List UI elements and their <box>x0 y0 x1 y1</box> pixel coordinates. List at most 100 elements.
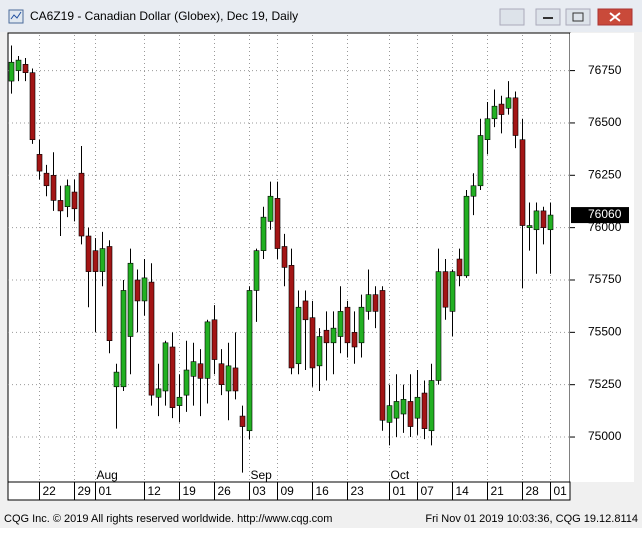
y-tick-label: 75250 <box>588 377 622 391</box>
candle-body <box>57 200 64 212</box>
x-tick-label: 03 <box>253 484 267 498</box>
x-tick-label: 07 <box>421 484 435 498</box>
maximize-glyph <box>572 12 584 22</box>
candle-body <box>428 380 435 432</box>
candle-body <box>421 392 428 429</box>
candle-body <box>323 329 330 344</box>
pin-button[interactable] <box>499 8 525 26</box>
candle-body <box>477 135 484 187</box>
candle-body <box>15 59 22 71</box>
candle-body <box>414 396 421 419</box>
candle-body <box>127 262 134 337</box>
candle-body <box>358 306 365 344</box>
candle-body <box>29 72 36 140</box>
candle-body <box>218 363 225 385</box>
candle-body <box>288 265 295 369</box>
candle-body <box>344 306 351 344</box>
x-tick-label: 16 <box>316 484 330 498</box>
candle-body <box>22 64 29 73</box>
candle-body <box>71 191 78 210</box>
candle-body <box>8 61 15 82</box>
candle-body <box>393 401 400 419</box>
candle-body <box>232 367 239 392</box>
candle-body <box>498 103 505 115</box>
timestamp: Fri Nov 01 2019 10:03:36, CQG 19.12.8114 <box>425 513 638 525</box>
x-tick-label: 22 <box>43 484 57 498</box>
candle-body <box>211 319 218 360</box>
candle-body <box>183 369 190 396</box>
candle-body <box>148 281 155 396</box>
x-tick-label: 01 <box>554 484 568 498</box>
month-label: Aug <box>97 468 118 482</box>
x-tick-label: 19 <box>183 484 197 498</box>
candle-body <box>407 401 414 427</box>
y-tick-label: 75750 <box>588 272 622 286</box>
candle-body <box>435 271 442 381</box>
x-tick-label: 09 <box>281 484 295 498</box>
candle-body <box>463 195 470 277</box>
candle-body <box>449 271 456 312</box>
app-icon-glyph <box>10 11 22 20</box>
plot-area <box>7 32 571 483</box>
candle-body <box>372 294 379 312</box>
x-tick-label: 29 <box>78 484 92 498</box>
chart-title: CA6Z19 - Canadian Dollar (Globex), Dec 1… <box>30 9 298 23</box>
y-tick-label: 76000 <box>588 220 622 234</box>
candle-body <box>78 172 85 237</box>
candle-body <box>540 210 547 228</box>
candle-body <box>519 139 526 226</box>
candle-body <box>274 198 281 249</box>
candle-body <box>120 290 127 388</box>
candle-body <box>92 250 99 272</box>
candle-body <box>456 258 463 277</box>
candle-body <box>309 317 316 369</box>
last-price-label: 76060 <box>588 207 622 221</box>
x-tick-label: 01 <box>393 484 407 498</box>
candle-body <box>85 235 92 272</box>
candle-body <box>43 172 50 187</box>
candle-body <box>400 399 407 415</box>
candle-body <box>547 214 554 231</box>
last-price-box <box>571 207 629 224</box>
title-bar <box>0 0 642 32</box>
candle-body <box>442 271 449 308</box>
candle-body <box>190 361 197 377</box>
candle-body <box>365 294 372 312</box>
candle-body <box>295 306 302 365</box>
candle-body <box>470 185 477 197</box>
candle-body <box>36 154 43 172</box>
candle-body <box>316 336 323 367</box>
candle-body <box>106 246 113 342</box>
month-label: Sep <box>251 468 273 482</box>
x-tick-label: 23 <box>351 484 365 498</box>
x-tick-label: 21 <box>491 484 505 498</box>
candle-body <box>386 405 393 423</box>
candle-body <box>176 396 183 406</box>
candle-body <box>379 290 386 421</box>
y-tick-label: 75000 <box>588 429 622 443</box>
candle-body <box>533 210 540 231</box>
candle-body <box>505 97 512 109</box>
candle-body <box>50 174 57 201</box>
candle-body <box>302 300 309 321</box>
candle-body <box>253 250 260 291</box>
y-tick-label: 76250 <box>588 167 622 181</box>
candle-body <box>246 290 253 432</box>
y-tick-label: 76750 <box>588 63 622 77</box>
candle-body <box>512 97 519 136</box>
candle-body <box>351 332 358 348</box>
candle-body <box>113 371 120 388</box>
y-tick-label: 76500 <box>588 115 622 129</box>
candle-body <box>225 365 232 392</box>
candle-body <box>155 388 162 398</box>
close-glyph <box>609 12 621 22</box>
candle-body <box>64 185 71 207</box>
x-tick-label: 26 <box>218 484 232 498</box>
candle-body <box>239 415 246 427</box>
candle-body <box>197 363 204 379</box>
x-tick-label: 01 <box>99 484 113 498</box>
maximize-button[interactable] <box>565 8 591 26</box>
candle-body <box>337 311 344 337</box>
copyright: CQG Inc. © 2019 All rights reserved worl… <box>4 513 332 525</box>
